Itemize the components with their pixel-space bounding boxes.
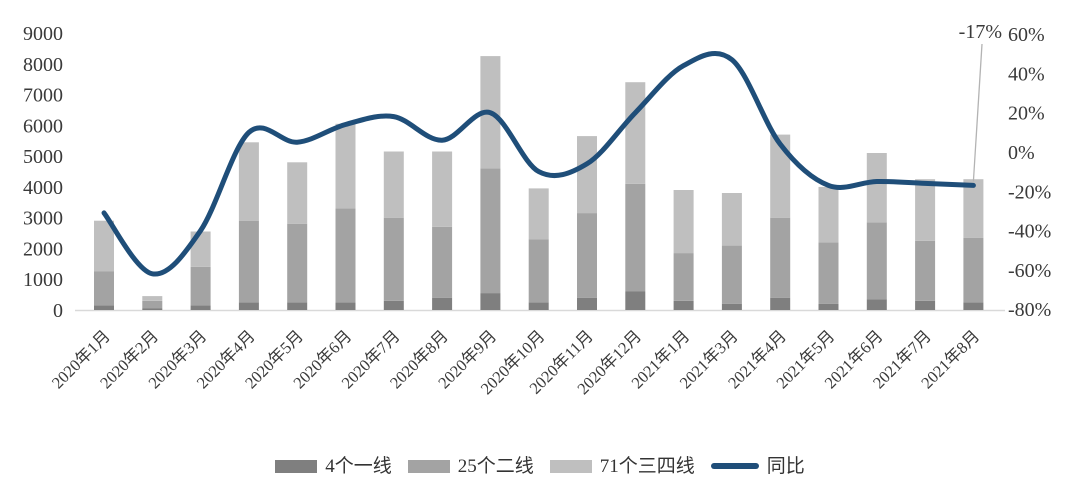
legend-line-swatch-icon bbox=[710, 463, 759, 469]
y-axis-left-tick-label: 7000 bbox=[23, 85, 63, 107]
bar-segment-71个三四线 bbox=[673, 190, 694, 254]
legend-swatch-icon bbox=[407, 459, 450, 473]
legend-item-71个三四线: 71个三四线 bbox=[549, 455, 695, 477]
bar-segment-25个二线 bbox=[915, 240, 936, 301]
bar-segment-71个三四线 bbox=[287, 162, 308, 224]
legend-label: 25个二线 bbox=[457, 455, 534, 477]
bar-segment-71个三四线 bbox=[94, 220, 114, 272]
bar-segment-25个二线 bbox=[528, 239, 549, 303]
bar-segment-4个一线 bbox=[963, 302, 984, 310]
bar-segment-71个三四线 bbox=[142, 296, 163, 301]
bar-segment-25个二线 bbox=[577, 213, 597, 298]
legend-item-25个二线: 25个二线 bbox=[407, 455, 534, 477]
bar-segment-25个二线 bbox=[287, 223, 308, 303]
bar-segment-4个一线 bbox=[190, 305, 211, 310]
y-axis-right-tick-label: 60% bbox=[1008, 24, 1045, 46]
bar-segment-25个二线 bbox=[190, 266, 211, 306]
bar-segment-4个一线 bbox=[770, 297, 791, 310]
bar-segment-71个三四线 bbox=[721, 193, 742, 246]
bar-segment-25个二线 bbox=[866, 222, 887, 300]
bar-segment-71个三四线 bbox=[335, 123, 356, 209]
bar-segment-25个二线 bbox=[963, 237, 984, 303]
bar-segment-4个一线 bbox=[480, 293, 501, 310]
bar-segment-4个一线 bbox=[287, 302, 308, 310]
legend-swatch-icon bbox=[275, 459, 318, 473]
bar-segment-4个一线 bbox=[238, 302, 259, 310]
legend-label: 71个三四线 bbox=[599, 455, 695, 477]
bar-segment-4个一线 bbox=[383, 300, 404, 310]
bar-segment-4个一线 bbox=[528, 302, 549, 310]
bar-segment-4个一线 bbox=[335, 302, 356, 310]
y-axis-left-tick-label: 6000 bbox=[23, 115, 63, 137]
bar-segment-71个三四线 bbox=[963, 179, 984, 238]
bar-segment-25个二线 bbox=[432, 226, 453, 298]
bar-segment-25个二线 bbox=[625, 183, 646, 292]
legend: 4个一线 25个二线 71个三四线 同比 bbox=[0, 440, 1080, 492]
bar-segment-25个二线 bbox=[238, 220, 259, 303]
bar-segment-25个二线 bbox=[142, 300, 163, 309]
bar-segment-4个一线 bbox=[577, 297, 597, 310]
bar-segment-71个三四线 bbox=[577, 136, 597, 213]
legend-swatch-icon bbox=[549, 459, 592, 473]
y-axis-left-tick-label: 8000 bbox=[23, 54, 63, 76]
bar-segment-71个三四线 bbox=[238, 142, 259, 221]
bar-segment-4个一线 bbox=[866, 299, 887, 310]
bar-segment-25个二线 bbox=[383, 217, 404, 301]
legend-label: 4个一线 bbox=[325, 455, 392, 477]
bar-segment-4个一线 bbox=[673, 300, 694, 310]
y-axis-left-tick-label: 1000 bbox=[23, 269, 63, 291]
legend-item-yoy-line: 同比 bbox=[710, 455, 805, 477]
bar-segment-25个二线 bbox=[818, 242, 839, 304]
y-axis-left-tick-label: 2000 bbox=[23, 238, 63, 260]
bar-segment-71个三四线 bbox=[528, 188, 549, 240]
bar-segment-4个一线 bbox=[818, 303, 839, 310]
chart-plot-area: 0 1000 2000 3000 4000 5000 6000 7000 8000 9000 -80… bbox=[23, 21, 1051, 398]
bar-segment-71个三四线 bbox=[383, 151, 404, 218]
y-axis-left-tick-label: 0 bbox=[53, 300, 63, 322]
bar-segment-25个二线 bbox=[480, 168, 501, 293]
bar-segment-71个三四线 bbox=[818, 186, 839, 243]
y-axis-right-tick-label: -80% bbox=[1008, 299, 1051, 321]
y-axis-left-tick-label: 5000 bbox=[23, 146, 63, 168]
bar-segment-71个三四线 bbox=[432, 151, 453, 227]
y-axis-right-tick-label: -40% bbox=[1008, 221, 1051, 243]
bar-segment-25个二线 bbox=[673, 253, 694, 301]
y-axis-right-tick-label: 0% bbox=[1008, 142, 1035, 164]
y-axis-right-tick-label: 20% bbox=[1008, 103, 1045, 125]
annotation-text: -17% bbox=[959, 21, 1002, 43]
annotation-leader-line bbox=[972, 43, 983, 182]
y-axis-left-tick-label: 9000 bbox=[23, 23, 63, 45]
bar-segment-4个一线 bbox=[142, 308, 163, 310]
y-axis-left-tick-label: 3000 bbox=[23, 208, 63, 230]
y-axis-right-tick-label: -20% bbox=[1008, 181, 1051, 203]
legend-label: 同比 bbox=[766, 455, 805, 477]
bar-segment-71个三四线 bbox=[866, 153, 887, 223]
bar-segment-4个一线 bbox=[432, 297, 453, 310]
y-axis-right-tick-label: 40% bbox=[1008, 63, 1045, 85]
y-axis-right-tick-label: -60% bbox=[1008, 260, 1051, 282]
bar-segment-4个一线 bbox=[721, 303, 742, 310]
legend-item-4个一线: 4个一线 bbox=[275, 457, 392, 476]
bar-segment-71个三四线 bbox=[915, 179, 936, 241]
y-axis-left-tick-label: 4000 bbox=[23, 177, 63, 199]
bar-segment-25个二线 bbox=[721, 245, 742, 304]
bar-segment-71个三四线 bbox=[770, 134, 791, 218]
bar-segment-25个二线 bbox=[770, 217, 791, 298]
bar-segment-25个二线 bbox=[335, 208, 356, 303]
bar-segment-25个二线 bbox=[94, 271, 114, 306]
yoy-trend-line bbox=[101, 50, 976, 277]
bar-segment-4个一线 bbox=[625, 291, 646, 310]
bar-segment-71个三四线 bbox=[625, 82, 646, 184]
bar-segment-4个一线 bbox=[94, 305, 114, 310]
bar-segment-4个一线 bbox=[915, 300, 936, 310]
